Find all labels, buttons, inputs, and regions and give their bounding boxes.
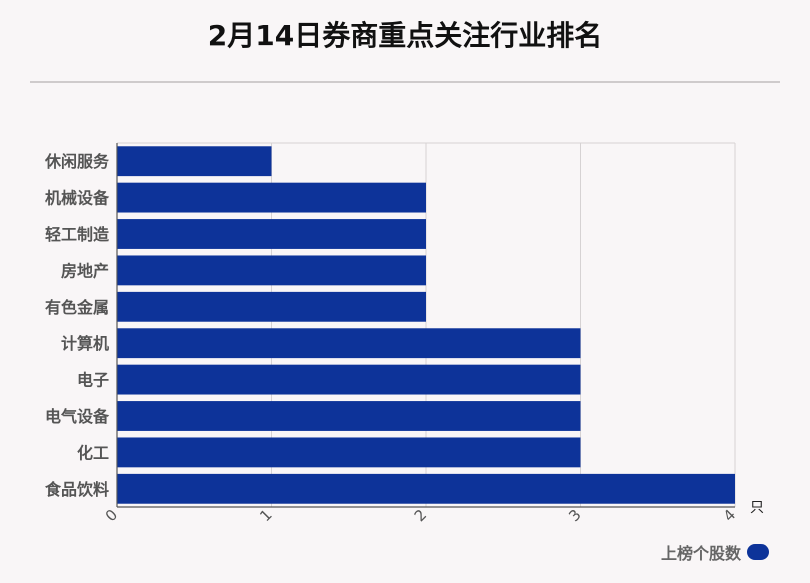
category-label: 计算机 xyxy=(61,334,109,353)
bar xyxy=(117,219,426,249)
legend-swatch xyxy=(747,544,769,560)
category-label: 机械设备 xyxy=(45,189,110,208)
x-tick-labels: 0 1 2 3 4 xyxy=(102,506,739,525)
bar xyxy=(117,146,272,177)
category-label: 房地产 xyxy=(61,261,109,280)
x-tick-label: 0 xyxy=(102,506,121,525)
x-tick-label: 2 xyxy=(411,506,430,525)
bar xyxy=(117,364,581,395)
chart-title: 2月14日券商重点关注行业排名 xyxy=(207,19,603,52)
bar xyxy=(117,328,581,359)
category-label: 休闲服务 xyxy=(44,152,110,171)
bar xyxy=(117,182,426,213)
title-divider xyxy=(30,81,780,83)
x-tick-label: 3 xyxy=(565,506,584,525)
category-label: 电气设备 xyxy=(45,407,110,426)
legend-label: 上榜个股数 xyxy=(660,544,741,563)
category-label: 有色金属 xyxy=(45,298,109,317)
bar xyxy=(117,437,581,468)
category-label: 电子 xyxy=(77,371,109,390)
category-label: 食品饮料 xyxy=(44,480,109,499)
legend: 上榜个股数 xyxy=(661,540,769,564)
x-tick-label: 1 xyxy=(256,506,275,525)
bars xyxy=(117,146,735,504)
bar xyxy=(117,401,581,431)
bar xyxy=(117,291,426,322)
x-tick-label: 4 xyxy=(720,506,739,525)
x-axis-unit-label: 只 xyxy=(750,500,764,516)
category-label: 化工 xyxy=(77,443,109,462)
category-label: 轻工制造 xyxy=(45,225,110,244)
bar xyxy=(117,473,735,504)
bar xyxy=(117,255,426,286)
